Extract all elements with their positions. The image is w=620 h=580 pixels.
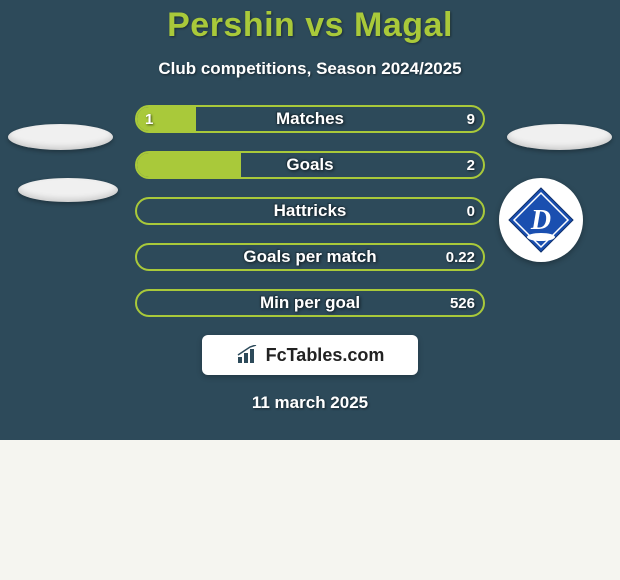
stat-row: Matches1 9 (135, 105, 485, 133)
bar-value-right: 0.22 (446, 243, 475, 271)
stat-row: Min per goal526 (135, 289, 485, 317)
brand-logo: FcTables.com (202, 335, 418, 375)
brand-text: FcTables.com (266, 345, 385, 366)
comparison-bars: Matches1 9 Goals2 Hattricks0 Goals per match… (0, 105, 620, 317)
stat-row: Goals per match0.22 (135, 243, 485, 271)
stat-row: Hattricks0 (135, 197, 485, 225)
bar-label: Goals per match (135, 243, 485, 271)
page-title: Pershin vs Magal (0, 0, 620, 45)
bar-label: Matches (135, 105, 485, 133)
stat-row: Goals2 (135, 151, 485, 179)
bar-value-right: 2 (467, 151, 475, 179)
bar-label: Goals (135, 151, 485, 179)
footer-date: 11 march 2025 (0, 393, 620, 413)
bar-label: Min per goal (135, 289, 485, 317)
bar-value-left: 1 (145, 105, 153, 133)
bar-value-right: 9 (467, 105, 475, 133)
blank-area (0, 440, 620, 580)
bar-value-right: 0 (467, 197, 475, 225)
bar-value-right: 526 (450, 289, 475, 317)
chart-icon (236, 345, 260, 365)
subtitle: Club competitions, Season 2024/2025 (0, 59, 620, 79)
bar-label: Hattricks (135, 197, 485, 225)
